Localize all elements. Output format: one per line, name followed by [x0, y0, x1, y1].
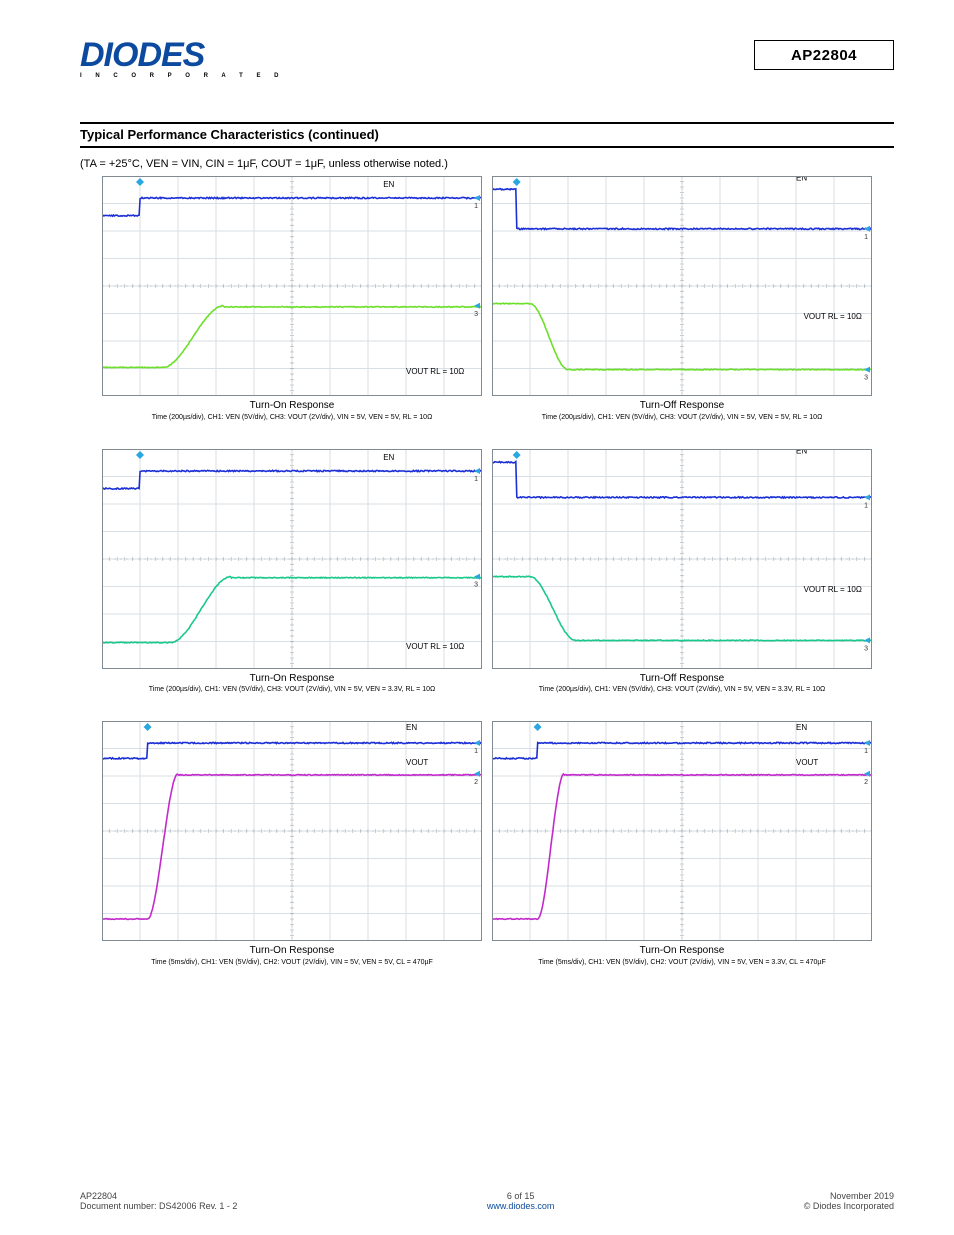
svg-text:1: 1 — [474, 476, 478, 483]
footer-copyright: © Diodes Incorporated — [804, 1201, 894, 1211]
chart-caption: Turn-On Response — [102, 673, 482, 686]
section-title: Typical Performance Characteristics (con… — [80, 122, 894, 148]
chart-params: Time (200µs/div), CH1: VEN (5V/div), CH3… — [492, 686, 872, 693]
chart-params: Time (5ms/div), CH1: VEN (5V/div), CH2: … — [492, 959, 872, 966]
part-number: AP22804 — [791, 47, 857, 64]
footer-part: AP22804 — [80, 1191, 237, 1201]
chart-row: 13ENVOUT RL = 10ΩTurn-On ResponseTime (2… — [80, 176, 894, 421]
svg-text:3: 3 — [864, 375, 868, 382]
logo-text: DIODES — [80, 36, 204, 74]
svg-text:3: 3 — [864, 645, 868, 652]
chart-params: Time (200µs/div), CH1: VEN (5V/div), CH3… — [102, 686, 482, 693]
annotation: VOUT — [406, 758, 428, 767]
chart-grid: 13ENVOUT RL = 10ΩTurn-On ResponseTime (2… — [80, 176, 894, 966]
svg-text:1: 1 — [864, 748, 868, 755]
scope-r1c1: 1 3 EN VOUT RL = 10Ω — [102, 176, 482, 396]
logo-subtext: I N C O R P O R A T E D — [80, 73, 284, 79]
svg-text:1: 1 — [474, 203, 478, 210]
chart-caption: Turn-On Response — [102, 945, 482, 958]
scope-r3c1: 1 2 EN VOUT — [102, 721, 482, 941]
annotation: VOUT RL = 10Ω — [406, 642, 464, 651]
chart-row: 12ENVOUTTurn-On ResponseTime (5ms/div), … — [80, 721, 894, 966]
scope-panel: 13ENVOUT RL = 10ΩTurn-Off ResponseTime (… — [492, 176, 872, 421]
chart-params: Time (200µs/div), CH1: VEN (5V/div), CH3… — [102, 414, 482, 421]
scope-panel: 1 2 EN VOUT Turn-On ResponseTime (5ms/div), … — [492, 721, 872, 966]
scope-r1c2: 13ENVOUT RL = 10Ω — [492, 176, 872, 396]
svg-text:1: 1 — [864, 234, 868, 241]
footer-docnum: Document number: DS42006 Rev. 1 - 2 — [80, 1201, 237, 1211]
footer-left: AP22804 Document number: DS42006 Rev. 1 … — [80, 1191, 237, 1211]
footer-right: November 2019 © Diodes Incorporated — [804, 1191, 894, 1211]
scope-panel: 1 3 EN VOUT RL = 10Ω Turn-On ResponseTime (2… — [102, 449, 482, 694]
chart-row: 13ENVOUT RL = 10ΩTurn-On ResponseTime (2… — [80, 449, 894, 694]
part-number-box: AP22804 — [754, 40, 894, 70]
scope-r2c1: 1 3 EN VOUT RL = 10Ω — [102, 449, 482, 669]
annotation: VOUT — [796, 758, 818, 767]
svg-text:2: 2 — [864, 779, 868, 786]
scope-r3c2: 1 2 EN VOUT — [492, 721, 872, 941]
footer: AP22804 Document number: DS42006 Rev. 1 … — [80, 1191, 894, 1211]
chart-params: Time (5ms/div), CH1: VEN (5V/div), CH2: … — [102, 959, 482, 966]
scope-panel: 13ENVOUT RL = 10ΩTurn-Off ResponseTime (… — [492, 449, 872, 694]
annotation: EN — [796, 723, 807, 732]
footer-date: November 2019 — [804, 1191, 894, 1201]
chart-caption: Turn-On Response — [102, 400, 482, 413]
svg-text:1: 1 — [864, 502, 868, 509]
footer-link[interactable]: www.diodes.com — [487, 1201, 555, 1211]
header: DIODES I N C O R P O R A T E D AP22804 — [80, 40, 894, 100]
svg-text:3: 3 — [474, 311, 478, 318]
svg-text:2: 2 — [474, 779, 478, 786]
scope-panel: 1 3 EN VOUT RL = 10Ω Turn-On ResponseTime (2… — [102, 176, 482, 421]
annotation: VOUT RL = 10Ω — [804, 312, 862, 321]
annotation: EN — [406, 723, 417, 732]
scope-panel: 1 2 EN VOUT Turn-On ResponseTime (5ms/div), … — [102, 721, 482, 966]
annotation: EN — [383, 180, 394, 189]
chart-caption: Turn-Off Response — [492, 673, 872, 686]
section-conditions: (TA = +25°C, VEN = VIN, CIN = 1μF, COUT … — [80, 158, 894, 170]
chart-caption: Turn-On Response — [492, 945, 872, 958]
footer-center: 6 of 15 www.diodes.com — [487, 1191, 555, 1211]
logo: DIODES I N C O R P O R A T E D — [80, 40, 284, 79]
chart-params: Time (200µs/div), CH1: VEN (5V/div), CH3… — [492, 414, 872, 421]
scope-r2c2: 13ENVOUT RL = 10Ω — [492, 449, 872, 669]
svg-text:1: 1 — [474, 748, 478, 755]
footer-page: 6 of 15 — [487, 1191, 555, 1201]
annotation: VOUT RL = 10Ω — [804, 585, 862, 594]
chart-caption: Turn-Off Response — [492, 400, 872, 413]
annotation: EN — [383, 453, 394, 462]
svg-text:3: 3 — [474, 581, 478, 588]
annotation: VOUT RL = 10Ω — [406, 367, 464, 376]
